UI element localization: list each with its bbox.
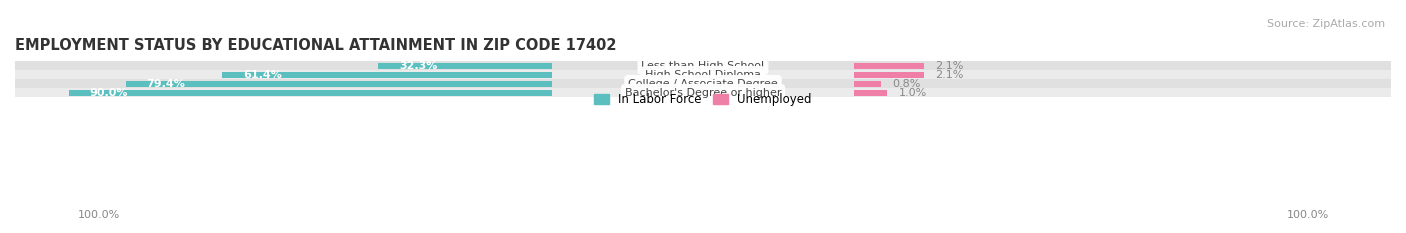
Text: 32.3%: 32.3% — [399, 61, 437, 71]
Bar — [855, 81, 880, 87]
Text: EMPLOYMENT STATUS BY EDUCATIONAL ATTAINMENT IN ZIP CODE 17402: EMPLOYMENT STATUS BY EDUCATIONAL ATTAINM… — [15, 38, 616, 53]
FancyBboxPatch shape — [15, 70, 1391, 79]
Text: 0.8%: 0.8% — [891, 79, 920, 89]
Text: 1.0%: 1.0% — [898, 88, 927, 98]
Bar — [222, 72, 551, 78]
Text: 100.0%: 100.0% — [77, 210, 120, 220]
Text: High School Diploma: High School Diploma — [645, 70, 761, 80]
Bar — [855, 72, 924, 78]
Bar — [125, 81, 551, 87]
Text: 2.1%: 2.1% — [935, 61, 963, 71]
FancyBboxPatch shape — [15, 62, 1391, 70]
Text: Source: ZipAtlas.com: Source: ZipAtlas.com — [1267, 19, 1385, 29]
Text: College / Associate Degree: College / Associate Degree — [628, 79, 778, 89]
Text: 61.4%: 61.4% — [243, 70, 281, 80]
Bar — [69, 89, 551, 96]
Text: 2.1%: 2.1% — [935, 70, 963, 80]
Bar — [378, 63, 551, 69]
Text: Less than High School: Less than High School — [641, 61, 765, 71]
FancyBboxPatch shape — [15, 88, 1391, 97]
Text: 90.0%: 90.0% — [90, 88, 128, 98]
Legend: In Labor Force, Unemployed: In Labor Force, Unemployed — [589, 89, 817, 111]
Text: 79.4%: 79.4% — [146, 79, 186, 89]
Text: Bachelor's Degree or higher: Bachelor's Degree or higher — [624, 88, 782, 98]
FancyBboxPatch shape — [15, 79, 1391, 88]
Bar — [855, 63, 924, 69]
Bar — [855, 89, 887, 96]
Text: 100.0%: 100.0% — [1286, 210, 1329, 220]
